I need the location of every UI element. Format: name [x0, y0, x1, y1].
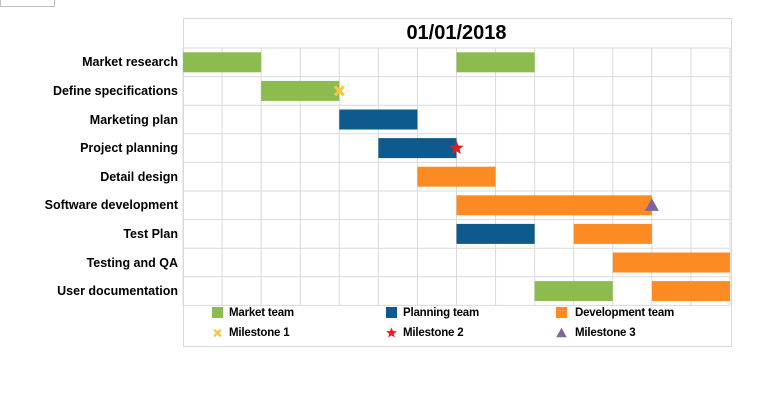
legend-label: Milestone 1 — [229, 327, 290, 339]
legend-swatch — [212, 307, 223, 318]
star-icon — [386, 327, 397, 338]
task-label: Define specifications — [52, 83, 178, 98]
gantt-bar — [183, 52, 262, 73]
task-label: User documentation — [57, 284, 178, 299]
gantt-bar — [339, 109, 418, 130]
task-label: Market research — [82, 55, 178, 70]
legend-label: Milestone 3 — [575, 327, 636, 339]
gantt-bar — [573, 223, 652, 244]
chart-title: 01/01/2018 — [406, 22, 507, 44]
task-label: Marketing plan — [89, 112, 178, 127]
star-milestone-icon — [449, 140, 464, 155]
legend-label: Planning team — [403, 307, 479, 319]
gantt-bar — [261, 80, 340, 101]
legend-swatch — [556, 307, 567, 318]
cross-icon — [213, 328, 222, 338]
legend-label: Milestone 2 — [403, 327, 464, 339]
top-left-box — [0, 0, 55, 7]
task-label: Project planning — [80, 141, 178, 156]
gantt-bar — [651, 281, 730, 302]
gantt-bar — [417, 166, 496, 187]
triangle-milestone-icon — [644, 198, 659, 211]
task-label: Detail design — [100, 169, 178, 184]
chart-frame — [183, 18, 732, 347]
legend-label: Market team — [229, 307, 294, 319]
task-label: Software development — [44, 198, 178, 213]
cross-milestone-icon — [333, 85, 345, 97]
legend-swatch — [386, 307, 397, 318]
gantt-bar — [456, 52, 535, 73]
gantt-bar — [456, 195, 652, 216]
gantt-bar — [378, 138, 457, 159]
gantt-bar — [612, 252, 730, 273]
task-label: Test Plan — [123, 226, 178, 241]
triangle-icon — [556, 327, 567, 338]
legend-label: Development team — [575, 307, 675, 319]
gantt-bar — [456, 223, 535, 244]
task-label: Testing and QA — [86, 255, 178, 270]
gantt-bar — [534, 281, 613, 302]
